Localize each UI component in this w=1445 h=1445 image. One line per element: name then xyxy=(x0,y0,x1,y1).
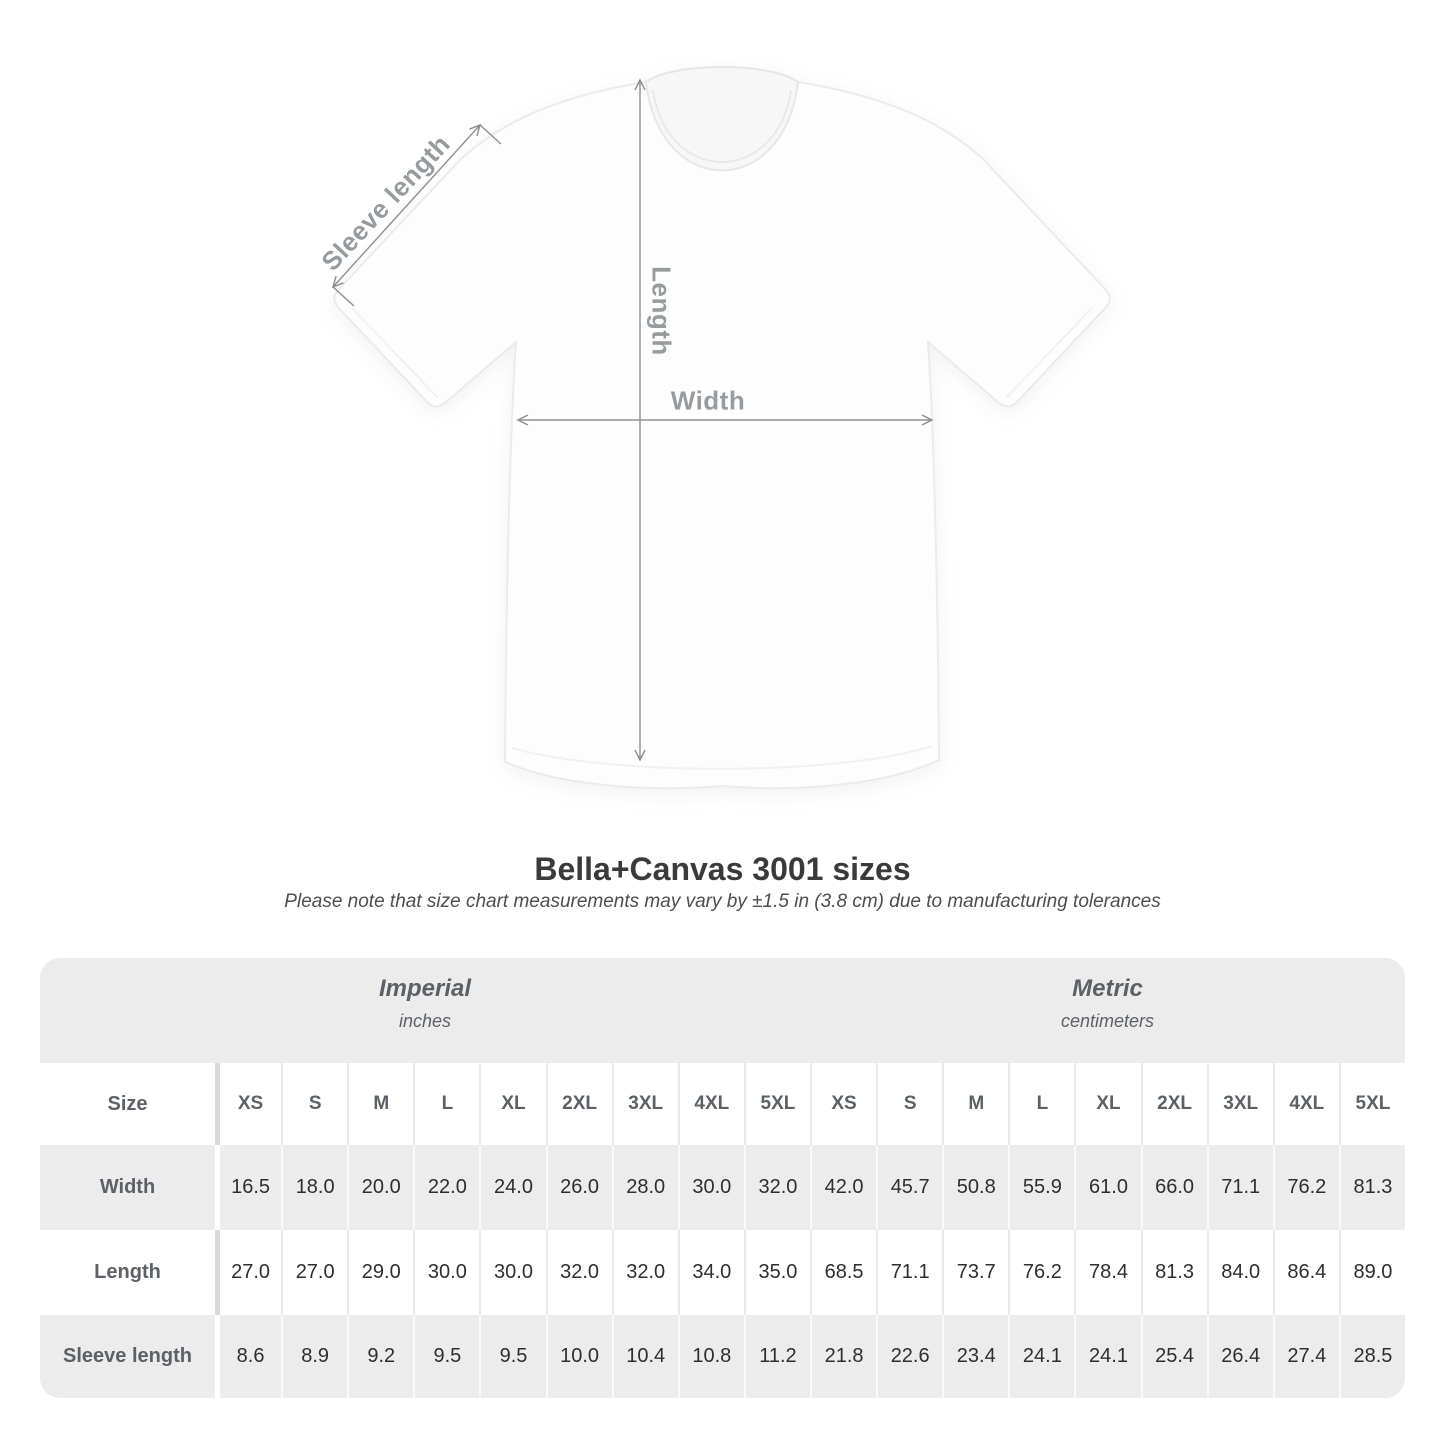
value-cell: 42.0 xyxy=(810,1145,877,1230)
value-cell: 81.3 xyxy=(1140,1230,1207,1315)
imperial-group-header: Imperial inches xyxy=(40,958,810,1063)
value-cell: 28.0 xyxy=(611,1145,678,1230)
value-cell: 26.4 xyxy=(1206,1315,1273,1398)
size-column-header: Size xyxy=(40,1063,215,1145)
value-cell: 76.2 xyxy=(1272,1145,1339,1230)
tshirt-shape xyxy=(333,66,1111,790)
value-cell: 55.9 xyxy=(1008,1145,1075,1230)
value-cell: 78.4 xyxy=(1074,1230,1141,1315)
value-cell: 30.0 xyxy=(479,1230,546,1315)
size-header-cell: 4XL xyxy=(1272,1063,1339,1145)
page-title: Bella+Canvas 3001 sizes xyxy=(534,851,911,887)
value-cell: 89.0 xyxy=(1338,1230,1405,1315)
value-cell: 18.0 xyxy=(281,1145,348,1230)
value-cell: 23.4 xyxy=(942,1315,1009,1398)
size-header-cell: XL xyxy=(1074,1063,1141,1145)
sleeve-length-arrow xyxy=(331,123,482,289)
size-header-cell: M xyxy=(942,1063,1009,1145)
size-header-cell: 3XL xyxy=(1206,1063,1273,1145)
imperial-unit: inches xyxy=(398,1011,452,1031)
size-header-cell: XS xyxy=(215,1063,282,1145)
size-header-cell: S xyxy=(281,1063,348,1145)
metric-unit: centimeters xyxy=(1060,1011,1155,1031)
tshirt-measurement-diagram: Sleeve length Length Width xyxy=(315,66,1111,790)
value-cell: 8.9 xyxy=(281,1315,348,1398)
value-cell: 24.1 xyxy=(1008,1315,1075,1398)
value-cell: 50.8 xyxy=(942,1145,1009,1230)
value-cell: 30.0 xyxy=(413,1230,480,1315)
metric-group-header: Metric centimeters xyxy=(810,958,1405,1063)
value-cell: 10.0 xyxy=(545,1315,612,1398)
value-cell: 24.1 xyxy=(1074,1315,1141,1398)
value-cell: 61.0 xyxy=(1074,1145,1141,1230)
size-header-cell: M xyxy=(347,1063,414,1145)
value-cell: 45.7 xyxy=(876,1145,943,1230)
size-header-cell: L xyxy=(1008,1063,1075,1145)
size-header-cell: 5XL xyxy=(1338,1063,1405,1145)
value-cell: 25.4 xyxy=(1140,1315,1207,1398)
value-cell: 20.0 xyxy=(347,1145,414,1230)
value-cell: 11.2 xyxy=(743,1315,810,1398)
value-cell: 32.0 xyxy=(743,1145,810,1230)
value-cell: 86.4 xyxy=(1272,1230,1339,1315)
value-cell: 24.0 xyxy=(479,1145,546,1230)
size-header-cell: 4XL xyxy=(677,1063,744,1145)
size-header-cell: XL xyxy=(479,1063,546,1145)
measurement-arrows xyxy=(331,78,934,762)
value-cell: 8.6 xyxy=(215,1315,282,1398)
value-cell: 22.0 xyxy=(413,1145,480,1230)
value-cell: 26.0 xyxy=(545,1145,612,1230)
size-header-cell: 3XL xyxy=(611,1063,678,1145)
value-cell: 28.5 xyxy=(1338,1315,1405,1398)
value-cell: 30.0 xyxy=(677,1145,744,1230)
size-header-cell: L xyxy=(413,1063,480,1145)
value-cell: 21.8 xyxy=(810,1315,877,1398)
size-header-cell: 5XL xyxy=(743,1063,810,1145)
size-header-cell: 2XL xyxy=(545,1063,612,1145)
size-header-cell: S xyxy=(876,1063,943,1145)
value-cell: 32.0 xyxy=(545,1230,612,1315)
value-cell: 9.2 xyxy=(347,1315,414,1398)
value-cell: 10.4 xyxy=(611,1315,678,1398)
value-cell: 71.1 xyxy=(1206,1145,1273,1230)
value-cell: 16.5 xyxy=(215,1145,282,1230)
length-label: Length xyxy=(646,266,677,356)
sleeve-arrow-tick-bottom xyxy=(332,286,355,307)
value-cell: 68.5 xyxy=(810,1230,877,1315)
value-cell: 71.1 xyxy=(876,1230,943,1315)
value-cell: 27.0 xyxy=(281,1230,348,1315)
value-cell: 73.7 xyxy=(942,1230,1009,1315)
value-cell: 81.3 xyxy=(1338,1145,1405,1230)
value-cell: 9.5 xyxy=(479,1315,546,1398)
page-subtitle: Please note that size chart measurements… xyxy=(284,891,1161,912)
value-cell: 32.0 xyxy=(611,1230,678,1315)
row-label: Length xyxy=(40,1230,215,1315)
value-cell: 22.6 xyxy=(876,1315,943,1398)
metric-title: Metric xyxy=(1072,975,1143,1002)
imperial-title: Imperial xyxy=(378,975,472,1002)
size-header-cell: XS xyxy=(810,1063,877,1145)
row-label: Width xyxy=(40,1145,215,1230)
value-cell: 66.0 xyxy=(1140,1145,1207,1230)
value-cell: 29.0 xyxy=(347,1230,414,1315)
collar xyxy=(644,66,800,172)
size-header-cell: 2XL xyxy=(1140,1063,1207,1145)
width-label: Width xyxy=(670,385,746,416)
value-cell: 9.5 xyxy=(413,1315,480,1398)
tshirt-illustration xyxy=(331,66,1111,790)
value-cell: 27.4 xyxy=(1272,1315,1339,1398)
value-cell: 76.2 xyxy=(1008,1230,1075,1315)
value-cell: 34.0 xyxy=(677,1230,744,1315)
value-cell: 27.0 xyxy=(215,1230,282,1315)
sleeve-arrow-tick-top xyxy=(479,124,502,145)
row-label: Sleeve length xyxy=(40,1315,215,1398)
size-table: Imperial inches Metric centimeters Size … xyxy=(40,958,1405,1398)
value-cell: 35.0 xyxy=(743,1230,810,1315)
value-cell: 10.8 xyxy=(677,1315,744,1398)
value-cell: 84.0 xyxy=(1206,1230,1273,1315)
